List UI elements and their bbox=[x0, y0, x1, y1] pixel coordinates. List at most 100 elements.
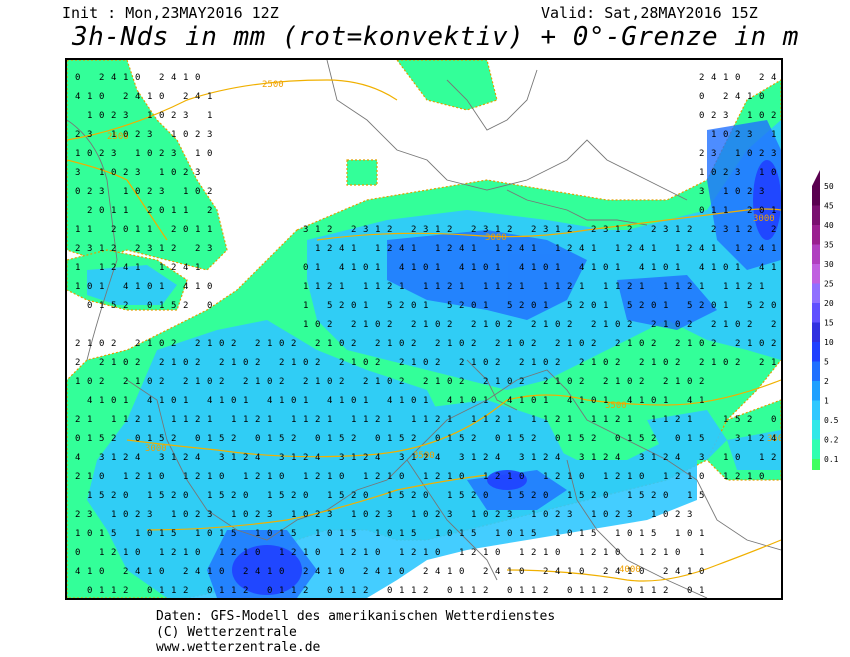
grid-value: 1 bbox=[747, 434, 752, 444]
grid-value: 1 bbox=[183, 472, 188, 482]
grid-value: 0 bbox=[735, 320, 740, 330]
grid-value: 1 bbox=[543, 301, 548, 311]
grid-value: 1 bbox=[627, 472, 632, 482]
grid-value: 1 bbox=[315, 282, 320, 292]
grid-value: 2 bbox=[603, 567, 608, 577]
grid-value: 2 bbox=[99, 73, 104, 83]
footer-website[interactable]: www.wetterzentrale.de bbox=[156, 640, 321, 655]
grid-value: 2 bbox=[111, 111, 116, 121]
grid-value: 2 bbox=[219, 377, 224, 387]
grid-value: 1 bbox=[651, 453, 656, 463]
grid-value: 1 bbox=[279, 586, 284, 596]
grid-value: 1 bbox=[591, 510, 596, 520]
legend-swatch bbox=[812, 303, 820, 323]
grid-value: 4 bbox=[759, 263, 764, 273]
grid-value: 4 bbox=[135, 567, 140, 577]
grid-value: 1 bbox=[519, 396, 524, 406]
grid-value: 0 bbox=[147, 377, 152, 387]
grid-value: 2 bbox=[663, 586, 668, 596]
grid-value: 1 bbox=[627, 567, 632, 577]
grid-value: 0 bbox=[99, 472, 104, 482]
grid-value: 1 bbox=[615, 263, 620, 273]
grid-value: 0 bbox=[651, 301, 656, 311]
grid-value: 2 bbox=[171, 225, 176, 235]
grid-value: 2 bbox=[615, 415, 620, 425]
grid-value: 1 bbox=[267, 472, 272, 482]
grid-value: 2 bbox=[483, 586, 488, 596]
grid-value: 0 bbox=[615, 548, 620, 558]
grid-value: 3 bbox=[159, 453, 164, 463]
grid-value: 1 bbox=[279, 396, 284, 406]
grid-value: 1 bbox=[519, 548, 524, 558]
grid-value: 2 bbox=[663, 567, 668, 577]
grid-value: 1 bbox=[351, 263, 356, 273]
grid-value: 2 bbox=[231, 339, 236, 349]
grid-value: 5 bbox=[579, 434, 584, 444]
grid-value: 1 bbox=[723, 320, 728, 330]
grid-value: 2 bbox=[411, 548, 416, 558]
grid-value: 1 bbox=[435, 377, 440, 387]
grid-value: 3 bbox=[639, 453, 644, 463]
grid-value: 2 bbox=[231, 548, 236, 558]
grid-value: 0 bbox=[111, 168, 116, 178]
grid-value: 2 bbox=[411, 491, 416, 501]
grid-value: 2 bbox=[771, 339, 776, 349]
grid-value: 0 bbox=[543, 263, 548, 273]
legend-label: 1 bbox=[824, 397, 829, 406]
grid-value: 2 bbox=[663, 453, 668, 463]
grid-value: 2 bbox=[495, 472, 500, 482]
grid-value: 1 bbox=[147, 225, 152, 235]
grid-value: 2 bbox=[123, 567, 128, 577]
grid-value: 2 bbox=[459, 358, 464, 368]
grid-value: 2 bbox=[459, 377, 464, 387]
grid-value: 3 bbox=[567, 510, 572, 520]
grid-value: 1 bbox=[483, 415, 488, 425]
grid-value: 0 bbox=[699, 111, 704, 121]
grid-value: 4 bbox=[567, 396, 572, 406]
grid-value: 4 bbox=[687, 396, 692, 406]
grid-value: 1 bbox=[303, 320, 308, 330]
grid-value: 1 bbox=[567, 434, 572, 444]
grid-value: 0 bbox=[411, 301, 416, 311]
legend-swatch bbox=[812, 361, 820, 381]
grid-value: 5 bbox=[387, 301, 392, 311]
grid-value: 1 bbox=[627, 434, 632, 444]
grid-value: 0 bbox=[771, 301, 776, 311]
grid-value: 2 bbox=[759, 301, 764, 311]
grid-value: 1 bbox=[459, 548, 464, 558]
grid-value: 2 bbox=[675, 472, 680, 482]
grid-value: 0 bbox=[567, 529, 572, 539]
grid-value: 0 bbox=[303, 263, 308, 273]
grid-value: 2 bbox=[303, 377, 308, 387]
grid-value: 1 bbox=[507, 434, 512, 444]
grid-value: 1 bbox=[231, 453, 236, 463]
grid-value: 1 bbox=[87, 225, 92, 235]
grid-value: 0 bbox=[567, 586, 572, 596]
grid-value: 0 bbox=[483, 263, 488, 273]
grid-value: 0 bbox=[519, 567, 524, 577]
grid-value: 1 bbox=[675, 282, 680, 292]
grid-value: 4 bbox=[555, 453, 560, 463]
grid-value: 2 bbox=[111, 548, 116, 558]
grid-value: 5 bbox=[159, 434, 164, 444]
grid-value: 1 bbox=[99, 396, 104, 406]
grid-value: 2 bbox=[207, 206, 212, 216]
grid-value: 1 bbox=[135, 263, 140, 273]
grid-value: 1 bbox=[543, 472, 548, 482]
grid-value: 2 bbox=[375, 358, 380, 368]
grid-value: 1 bbox=[327, 339, 332, 349]
grid-value: 4 bbox=[579, 263, 584, 273]
grid-value: 1 bbox=[99, 244, 104, 254]
grid-value: 2 bbox=[135, 358, 140, 368]
grid-value: 3 bbox=[171, 149, 176, 159]
grid-value: 4 bbox=[171, 73, 176, 83]
grid-value: 2 bbox=[567, 225, 572, 235]
grid-value: 0 bbox=[303, 358, 308, 368]
grid-value: 1 bbox=[771, 263, 776, 273]
grid-value: 2 bbox=[231, 491, 236, 501]
grid-value: 2 bbox=[471, 225, 476, 235]
grid-value: 0 bbox=[351, 301, 356, 311]
grid-value: 1 bbox=[135, 225, 140, 235]
grid-value: 2 bbox=[699, 301, 704, 311]
grid-value: 0 bbox=[159, 567, 164, 577]
